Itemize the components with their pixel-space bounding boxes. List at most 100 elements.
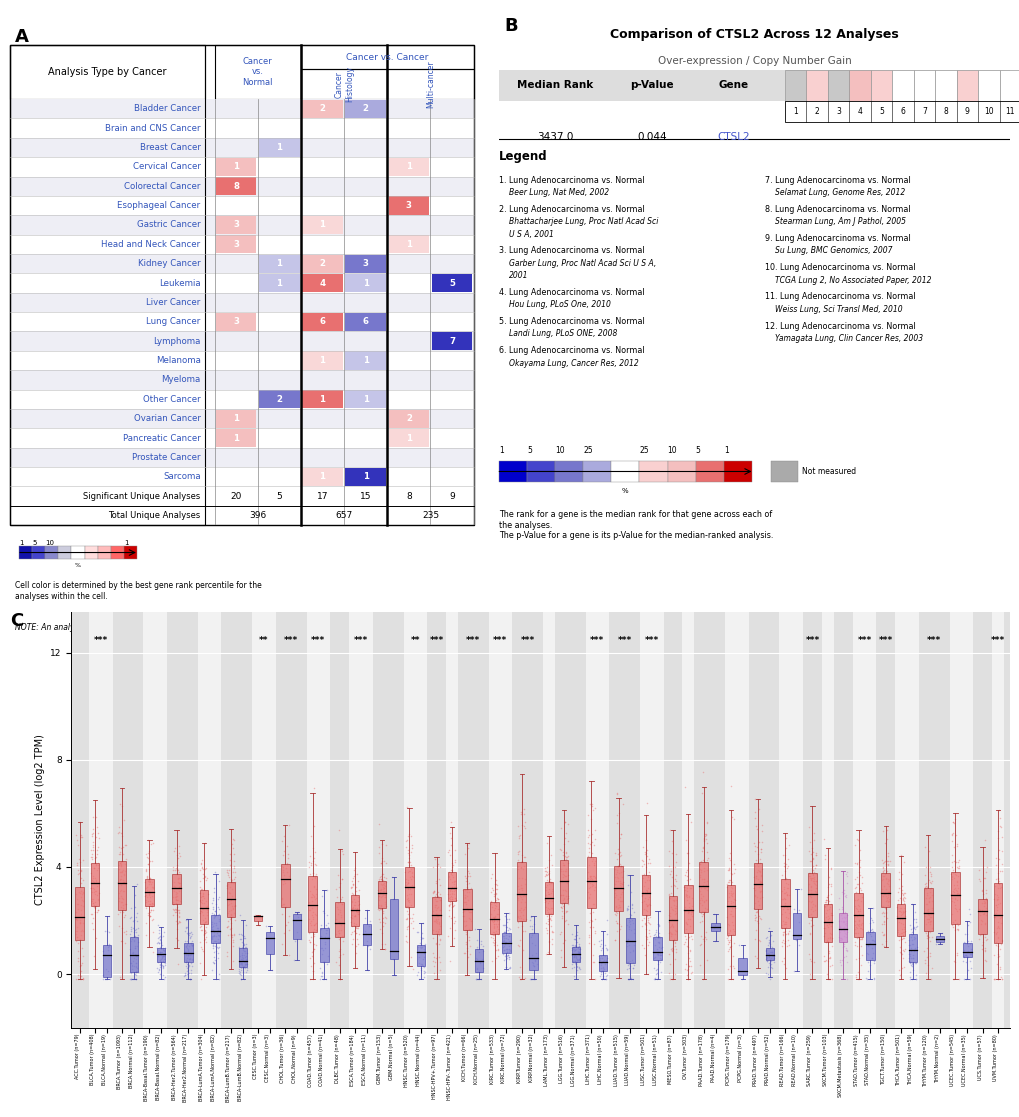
Point bbox=[276, 899, 292, 917]
Point bbox=[87, 852, 103, 870]
Point bbox=[169, 915, 185, 933]
Point bbox=[426, 896, 442, 914]
Point bbox=[819, 900, 836, 918]
Point bbox=[129, 963, 146, 981]
Point bbox=[458, 935, 474, 953]
Point bbox=[232, 955, 249, 973]
Point bbox=[301, 924, 317, 942]
Point bbox=[127, 946, 144, 964]
Point bbox=[178, 918, 195, 936]
Point bbox=[113, 862, 129, 880]
Point bbox=[582, 875, 598, 892]
Point bbox=[876, 899, 893, 917]
Point bbox=[178, 952, 195, 970]
Point bbox=[374, 878, 390, 896]
Point bbox=[681, 870, 697, 888]
Point bbox=[677, 927, 693, 945]
Point bbox=[639, 928, 655, 946]
Point bbox=[761, 937, 777, 955]
Point bbox=[374, 852, 390, 870]
Point bbox=[894, 920, 910, 938]
Point bbox=[945, 952, 961, 970]
Point bbox=[582, 918, 598, 936]
Point bbox=[681, 904, 697, 922]
Point bbox=[748, 820, 764, 838]
Bar bbox=[387, 69, 473, 99]
Point bbox=[903, 957, 919, 975]
Point bbox=[753, 860, 769, 878]
Point bbox=[846, 853, 862, 871]
Point bbox=[723, 886, 740, 904]
Point bbox=[664, 897, 681, 915]
Point bbox=[425, 929, 441, 947]
Text: p-Value: p-Value bbox=[630, 80, 674, 90]
Point bbox=[127, 958, 144, 976]
Point bbox=[751, 862, 767, 880]
Point bbox=[142, 907, 158, 925]
Bar bbox=[934, 936, 944, 942]
Point bbox=[221, 919, 237, 937]
Point bbox=[317, 928, 333, 946]
Point bbox=[344, 898, 361, 916]
Text: Other Cancer: Other Cancer bbox=[143, 394, 201, 403]
Point bbox=[745, 834, 761, 852]
Point bbox=[343, 917, 360, 935]
Point bbox=[111, 846, 127, 863]
Point bbox=[807, 856, 823, 873]
Point bbox=[166, 872, 182, 890]
Point bbox=[225, 870, 242, 888]
Bar bbox=[58, 546, 71, 558]
Point bbox=[70, 863, 87, 881]
Bar bbox=[91, 863, 99, 906]
Point bbox=[758, 928, 774, 946]
Point bbox=[495, 934, 512, 952]
Point bbox=[501, 932, 518, 949]
Point bbox=[179, 943, 196, 961]
Point bbox=[127, 947, 144, 965]
Point bbox=[524, 935, 540, 953]
Point bbox=[169, 920, 185, 938]
Point bbox=[649, 945, 665, 963]
Point bbox=[679, 860, 695, 878]
Point bbox=[443, 866, 460, 884]
Bar bbox=[726, 886, 735, 935]
Point bbox=[822, 877, 839, 895]
Point bbox=[846, 905, 862, 923]
Point bbox=[342, 908, 359, 926]
Bar bbox=[417, 945, 425, 965]
Point bbox=[559, 847, 576, 865]
Point bbox=[141, 885, 157, 903]
Point bbox=[582, 911, 598, 929]
Point bbox=[587, 830, 603, 848]
Point bbox=[232, 951, 249, 968]
Point bbox=[226, 911, 243, 929]
Point bbox=[879, 844, 896, 862]
Point bbox=[989, 947, 1006, 965]
Bar bbox=[345, 313, 385, 331]
Point bbox=[223, 872, 239, 890]
Point bbox=[832, 922, 848, 939]
Point bbox=[178, 936, 195, 954]
Point bbox=[822, 906, 839, 924]
Point bbox=[233, 954, 250, 972]
Point bbox=[192, 884, 208, 901]
Point bbox=[746, 868, 762, 886]
Point bbox=[584, 913, 600, 930]
Point bbox=[205, 953, 221, 971]
Point bbox=[85, 846, 101, 863]
Point bbox=[606, 885, 623, 903]
Bar bbox=[103, 945, 111, 977]
Point bbox=[692, 894, 708, 911]
Point bbox=[836, 908, 852, 926]
Point bbox=[142, 852, 158, 870]
Point bbox=[876, 852, 893, 870]
Point bbox=[113, 839, 129, 857]
Point bbox=[802, 844, 818, 862]
Point bbox=[397, 910, 414, 928]
Point bbox=[126, 927, 143, 945]
Text: Lymphoma: Lymphoma bbox=[153, 336, 201, 345]
Point bbox=[90, 838, 106, 856]
Point bbox=[441, 881, 458, 899]
Point bbox=[587, 871, 603, 889]
Point bbox=[553, 909, 570, 927]
